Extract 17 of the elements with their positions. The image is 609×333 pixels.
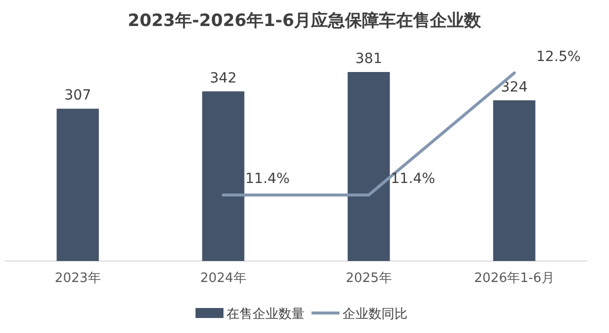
bar	[348, 72, 390, 261]
data-label: 11.4%	[245, 171, 290, 187]
legend-label: 企业数同比	[342, 307, 408, 322]
x-tick-label: 2026年1-6月	[474, 271, 554, 286]
data-label: 342	[210, 70, 237, 86]
data-label: 381	[355, 51, 382, 67]
bar	[56, 108, 99, 261]
data-label: 307	[64, 88, 92, 104]
data-label: 12.5%	[536, 49, 581, 65]
x-tick-label: 2023年	[54, 271, 101, 286]
data-label: 11.4%	[390, 171, 436, 187]
bar	[202, 91, 244, 261]
x-tick-label: 2024年	[200, 271, 246, 286]
x-tick-label: 2025年	[346, 271, 392, 286]
bar	[493, 100, 536, 261]
legend-label: 在售企业数量	[226, 307, 304, 322]
chart-title: 2023年-2026年1-6月应急保障车在售企业数	[128, 11, 482, 31]
